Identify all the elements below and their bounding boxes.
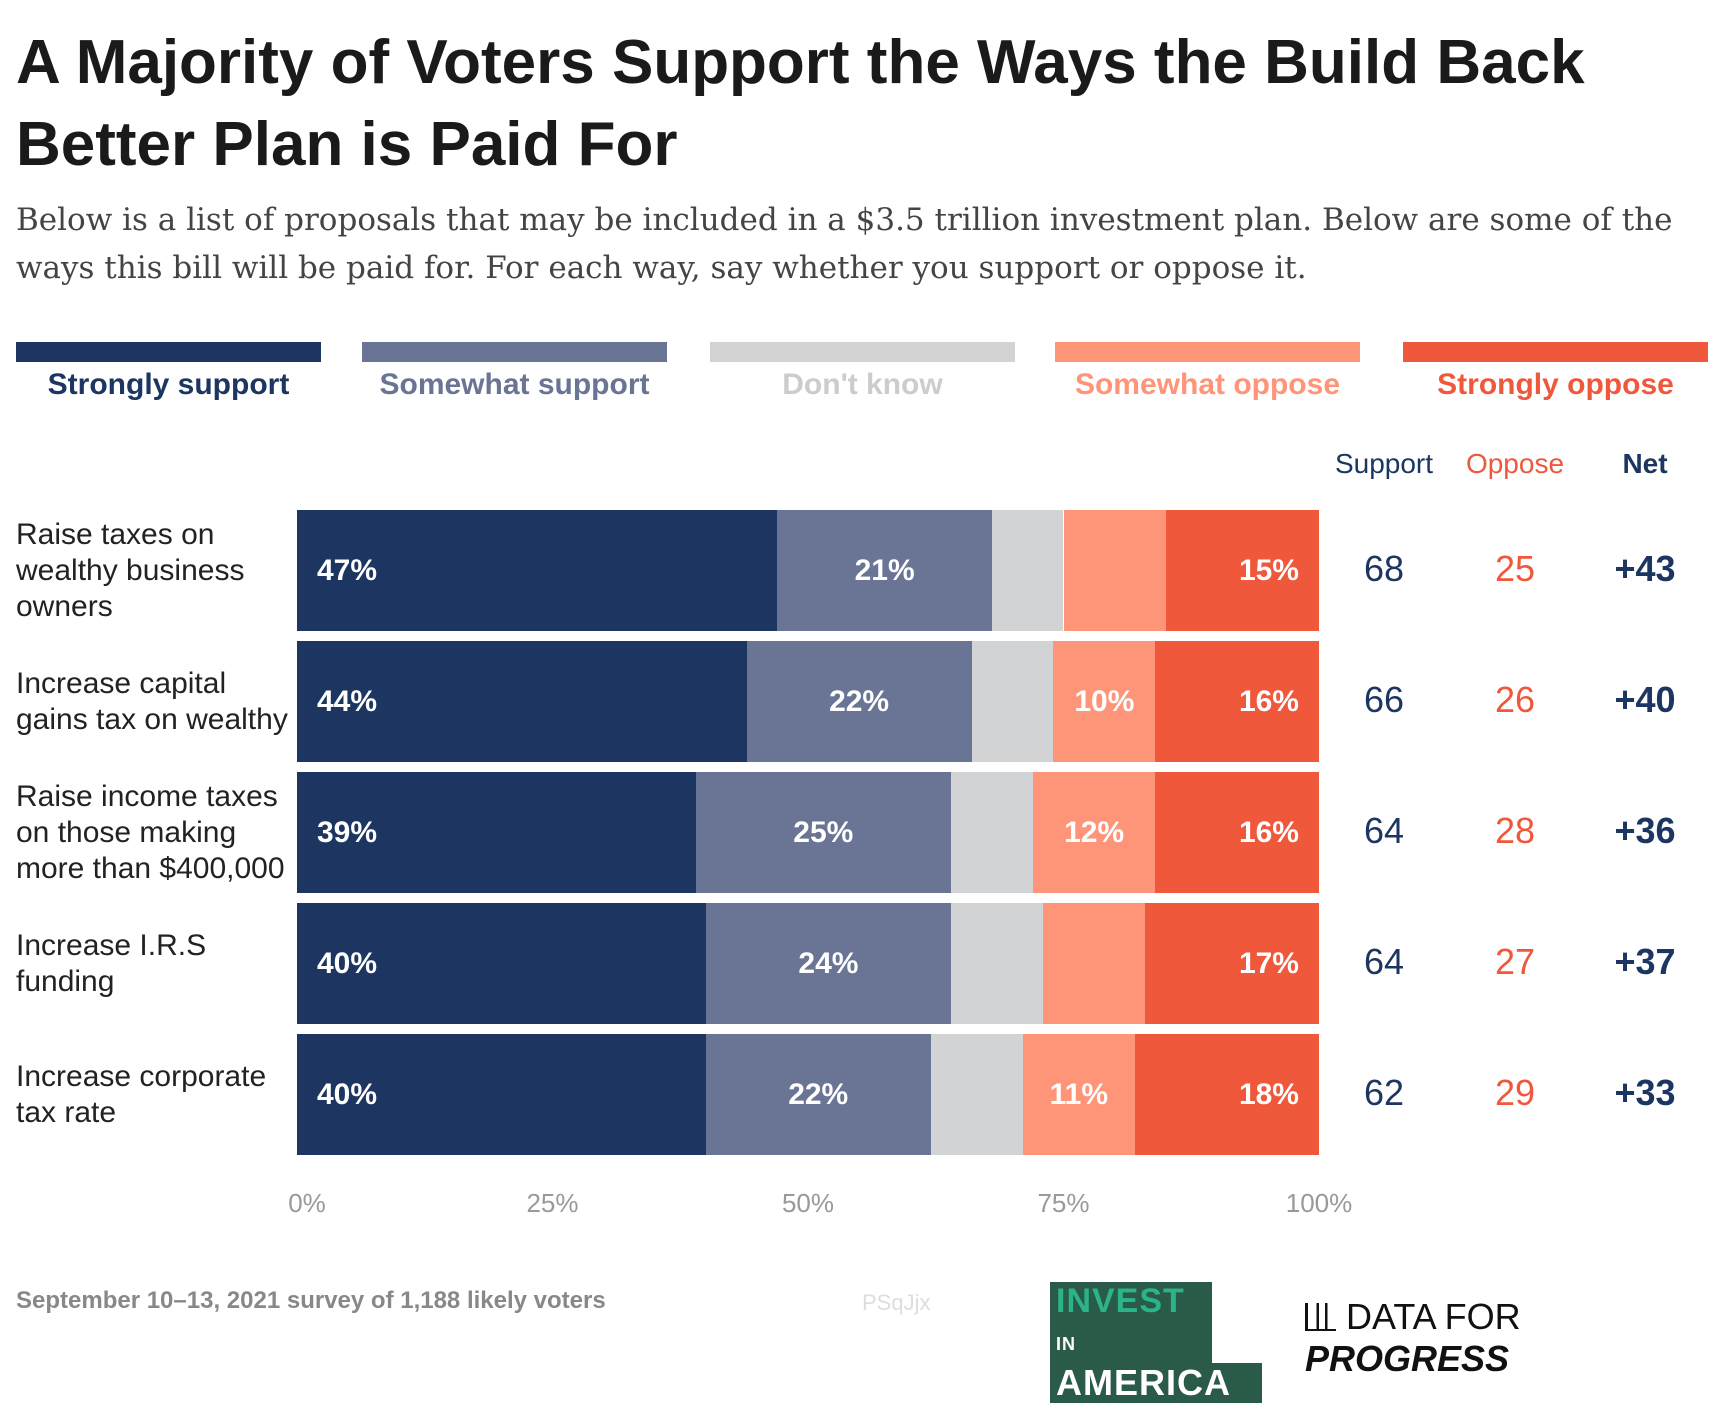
bar-segment-strongly-support: 47% — [297, 510, 778, 631]
column-header-net: Net — [1622, 448, 1668, 479]
bar-segment-don-t-know — [951, 772, 1033, 893]
bar-segment-somewhat-support: 25% — [695, 772, 952, 893]
bar-segment-somewhat-oppose: 12% — [1032, 772, 1156, 893]
data-label: 47% — [317, 553, 378, 587]
legend-swatch — [710, 342, 1015, 362]
table-value-support: 64 — [1363, 810, 1405, 851]
bar-segment-somewhat-support: 22% — [705, 1034, 931, 1155]
table-value-net: +37 — [1614, 941, 1676, 982]
legend-label: Strongly support — [47, 368, 290, 401]
x-tick-label: 100% — [1285, 1188, 1353, 1218]
bar-segment-strongly-support: 40% — [297, 903, 706, 1024]
bar-segment-strongly-support: 44% — [297, 641, 747, 762]
bar-segment-somewhat-support: 21% — [777, 510, 992, 631]
table-value-net: +33 — [1614, 1072, 1676, 1113]
data-label: 10% — [1074, 684, 1135, 718]
data-label: 21% — [854, 553, 915, 587]
table-value-net: +40 — [1614, 679, 1676, 720]
invest-in-america-logo: INVEST IN AMERICA — [1050, 1282, 1265, 1403]
table-value-support: 62 — [1363, 1072, 1405, 1113]
data-label: 39% — [317, 815, 378, 849]
legend-label: Strongly oppose — [1437, 368, 1674, 401]
bar-segment-strongly-oppose: 17% — [1145, 903, 1319, 1024]
row-label: Increase capital gains tax on wealthy — [16, 666, 288, 736]
bar-chart-icon — [1305, 1303, 1336, 1331]
bar-segment-somewhat-oppose — [1043, 903, 1146, 1024]
data-label: 16% — [1238, 815, 1299, 849]
bar-segment-strongly-oppose: 16% — [1155, 772, 1319, 893]
legend-swatch — [1403, 342, 1708, 362]
data-label: 12% — [1064, 815, 1125, 849]
bar-segment-somewhat-oppose — [1063, 510, 1166, 631]
legend-label: Somewhat oppose — [1074, 368, 1341, 401]
bar-segment-don-t-know — [951, 903, 1044, 1024]
data-label: 22% — [829, 684, 890, 718]
bar-segment-somewhat-oppose: 11% — [1022, 1034, 1136, 1155]
data-label: 16% — [1238, 684, 1299, 718]
footer-source: September 10–13, 2021 survey of 1,188 li… — [16, 1287, 606, 1314]
legend-swatch — [362, 342, 667, 362]
x-tick-label: 25% — [526, 1188, 579, 1218]
row-label: Raise taxes on wealthy business owners — [16, 517, 245, 623]
x-tick-label: 75% — [1037, 1188, 1090, 1218]
data-label: 40% — [317, 1077, 378, 1111]
bar-segment-strongly-support: 39% — [297, 772, 696, 893]
watermark: PSqJjx — [862, 1290, 931, 1315]
column-header-oppose: Oppose — [1465, 448, 1565, 479]
data-label: 25% — [793, 815, 854, 849]
legend-label: Somewhat support — [379, 368, 650, 401]
data-label: 15% — [1238, 553, 1299, 587]
data-for-progress-logo: DATA FOR PROGRESS — [1305, 1296, 1521, 1379]
bar-segment-strongly-support: 40% — [297, 1034, 706, 1155]
row-label: Raise income taxes on those making more … — [16, 779, 285, 885]
data-label: 40% — [317, 946, 378, 980]
data-label: 17% — [1238, 946, 1299, 980]
table-value-net: +36 — [1614, 810, 1676, 851]
bar-segment-strongly-oppose: 16% — [1155, 641, 1319, 762]
table-value-oppose: 25 — [1494, 548, 1536, 589]
table-value-net: +43 — [1614, 548, 1676, 589]
bar-segment-don-t-know — [991, 510, 1064, 631]
bar-segment-don-t-know — [971, 641, 1054, 762]
bar-segment-strongly-oppose: 15% — [1165, 510, 1319, 631]
table-value-support: 64 — [1363, 941, 1405, 982]
bar-segment-don-t-know — [930, 1034, 1023, 1155]
bar-segment-somewhat-oppose: 10% — [1053, 641, 1156, 762]
table-value-oppose: 27 — [1494, 941, 1536, 982]
bar-segment-somewhat-support: 24% — [705, 903, 952, 1024]
legend-label: Don't know — [782, 368, 943, 401]
data-label: 24% — [798, 946, 859, 980]
row-label: Increase I.R.S funding — [16, 928, 207, 998]
data-label: 44% — [317, 684, 378, 718]
x-tick-label: 0% — [288, 1188, 326, 1218]
bar-segment-strongly-oppose: 18% — [1135, 1034, 1319, 1155]
legend-swatch — [1055, 342, 1360, 362]
data-label: 11% — [1049, 1077, 1108, 1111]
bar-segment-somewhat-support: 22% — [746, 641, 972, 762]
chart-subtitle: Below is a list of proposals that may be… — [16, 202, 1673, 286]
data-label: 18% — [1238, 1077, 1299, 1111]
x-tick-label: 50% — [781, 1188, 835, 1218]
table-value-oppose: 26 — [1494, 679, 1536, 720]
table-value-support: 68 — [1363, 548, 1405, 589]
data-label: 22% — [788, 1077, 849, 1111]
table-value-oppose: 28 — [1494, 810, 1536, 851]
chart-title: A Majority of Voters Support the Ways th… — [16, 28, 1585, 179]
column-header-support: Support — [1334, 448, 1434, 479]
table-value-oppose: 29 — [1494, 1072, 1536, 1113]
row-label: Increase corporate tax rate — [16, 1059, 267, 1129]
legend-swatch — [16, 342, 321, 362]
table-value-support: 66 — [1363, 679, 1405, 720]
